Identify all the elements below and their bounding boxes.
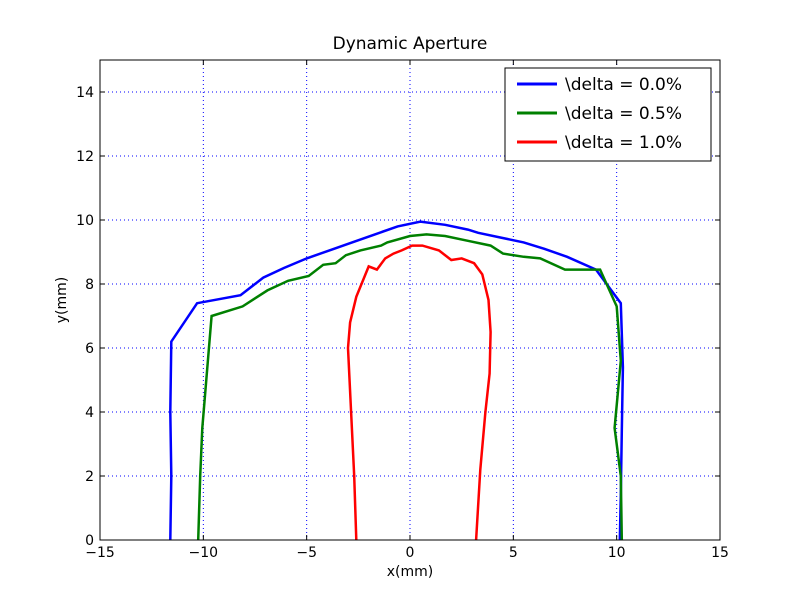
tick-layer: −15 −10 −5 0 5 10 15 0 2 4 6 8 10 12 14 <box>76 60 729 561</box>
legend-label-1: \delta = 0.5% <box>565 104 682 124</box>
legend-label-0: \delta = 0.0% <box>565 75 682 95</box>
x-tick-label: −10 <box>189 545 219 561</box>
y-tick-label: 10 <box>76 213 94 229</box>
x-axis-label: x(mm) <box>387 564 433 580</box>
y-tick-label: 4 <box>85 405 94 421</box>
x-tick-label: −5 <box>296 545 317 561</box>
y-tick-label: 2 <box>85 469 94 485</box>
y-axis-label: y(mm) <box>54 277 70 323</box>
x-tick-label: 0 <box>406 545 415 561</box>
chart-title: Dynamic Aperture <box>333 34 488 54</box>
series-line-1 <box>196 233 624 541</box>
y-tick-label: 6 <box>85 341 94 357</box>
series-layer <box>169 220 625 541</box>
x-tick-label: 15 <box>711 545 729 561</box>
x-tick-label: 10 <box>608 545 626 561</box>
y-tick-label: 0 <box>85 533 94 549</box>
y-tick-label: 12 <box>76 149 94 165</box>
legend: \delta = 0.0% \delta = 0.5% \delta = 1.0… <box>504 67 712 162</box>
y-tick-label: 14 <box>76 85 94 101</box>
x-tick-label: 5 <box>509 545 518 561</box>
x-tick-label: −15 <box>85 545 115 561</box>
series-line-2 <box>346 244 492 541</box>
legend-label-2: \delta = 1.0% <box>565 133 682 153</box>
series-line-0 <box>169 220 625 541</box>
y-tick-label: 8 <box>85 277 94 293</box>
